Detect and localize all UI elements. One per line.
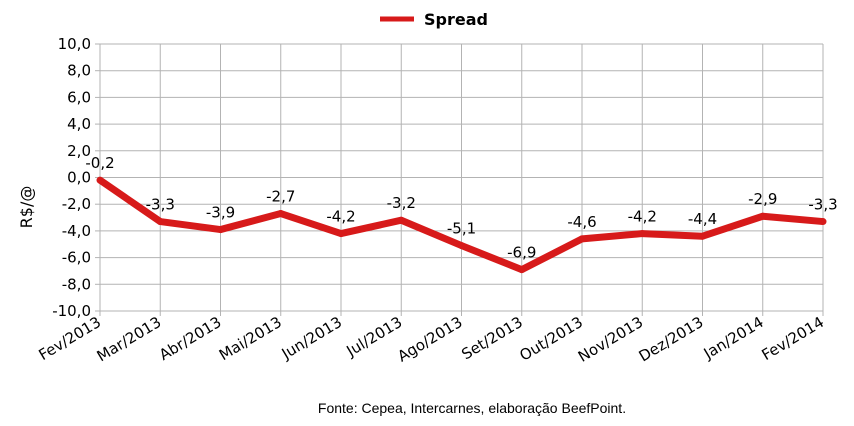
data-label: -0,2	[85, 154, 114, 172]
data-point	[337, 230, 345, 238]
data-point	[819, 218, 827, 226]
series-spread	[96, 176, 827, 274]
x-tick-label: Mai/2013	[216, 313, 285, 364]
data-point	[458, 242, 465, 250]
data-point	[156, 218, 164, 226]
x-tick-label: Mar/2013	[94, 313, 165, 365]
y-tick-labels: 10,0 8,0 6,0 4,0 2,0 0,0 -2,0 -4,0 -6,0 -8,0 -10,0	[52, 35, 91, 320]
data-point	[699, 232, 706, 240]
source-note: Fonte: Cepea, Intercarnes, elaboração Be…	[318, 400, 626, 416]
gridlines	[99, 43, 824, 312]
data-label: -4,2	[628, 208, 657, 226]
data-label: -4,2	[326, 208, 355, 226]
x-tick-labels: Fev/2013Mar/2013Abr/2013Mai/2013Jun/2013…	[36, 313, 828, 366]
data-label: -3,3	[808, 196, 837, 214]
x-tick-label: Ago/2013	[394, 313, 465, 366]
axes	[95, 43, 824, 316]
data-labels: -0,2 -3,3 -3,9 -2,7 -4,2 -3,2 -5,1 -6,9 -4,6 -4,2…	[85, 154, 837, 261]
y-tick-label: 0,0	[67, 169, 91, 187]
data-label: -3,9	[206, 204, 235, 222]
data-point	[397, 216, 405, 224]
data-label: -3,3	[146, 196, 175, 214]
x-tick-label: Set/2013	[458, 313, 525, 363]
chart-legend: Spread	[380, 10, 488, 29]
y-tick-label: -2,0	[62, 195, 91, 213]
data-label: -2,7	[266, 188, 295, 206]
y-tick-label: -6,0	[62, 249, 91, 267]
data-label: -3,2	[387, 194, 416, 212]
data-point	[638, 230, 646, 238]
data-point	[759, 212, 767, 220]
x-tick-label: Out/2013	[516, 313, 586, 365]
y-tick-label: 8,0	[67, 62, 91, 80]
y-tick-label: -8,0	[62, 275, 91, 293]
y-tick-label: 4,0	[67, 115, 91, 133]
data-point	[518, 266, 526, 274]
data-label: -4,4	[688, 210, 717, 228]
data-label: -4,6	[567, 213, 596, 231]
x-tick-label: Fev/2014	[759, 313, 828, 364]
x-tick-label: Nov/2013	[575, 313, 646, 366]
y-tick-label: 2,0	[67, 142, 91, 160]
y-tick-label: -10,0	[52, 302, 91, 320]
y-axis-title: R$/@	[17, 186, 36, 229]
y-tick-label: -4,0	[62, 222, 91, 240]
data-point	[217, 226, 224, 234]
data-label: -2,9	[748, 190, 777, 208]
y-tick-label: 10,0	[58, 35, 91, 53]
y-tick-label: 6,0	[67, 88, 91, 106]
data-point	[277, 210, 285, 218]
data-label: -5,1	[447, 220, 476, 238]
x-tick-label: Fev/2013	[36, 313, 105, 364]
x-tick-label: Dez/2013	[636, 313, 707, 365]
x-tick-label: Abr/2013	[156, 313, 225, 364]
x-tick-label: Jun/2013	[278, 313, 345, 363]
x-tick-label: Jan/2014	[700, 313, 767, 363]
legend-label-spread: Spread	[424, 10, 488, 29]
data-point	[578, 235, 586, 243]
data-point	[96, 176, 104, 184]
data-label: -6,9	[507, 244, 536, 262]
